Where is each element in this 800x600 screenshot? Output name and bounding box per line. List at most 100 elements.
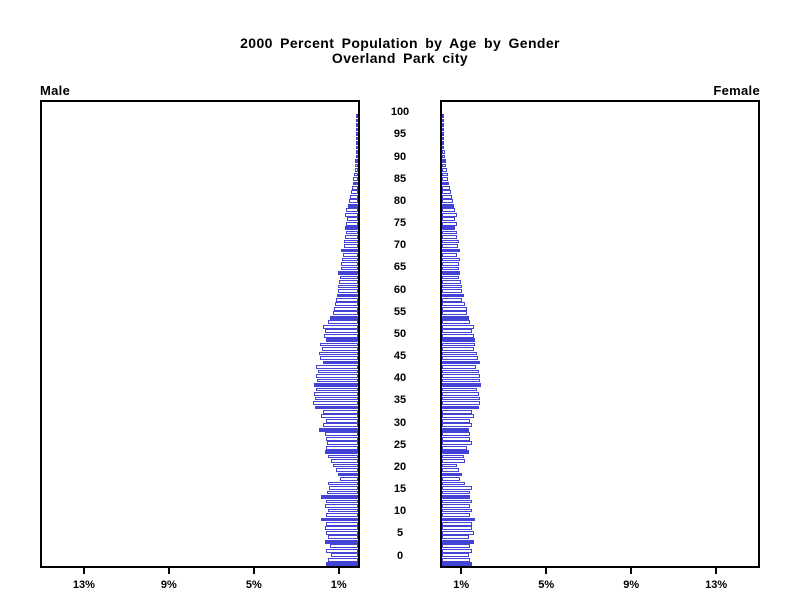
bar-male-age-75 [344,226,358,230]
bar-male-age-25 [324,450,358,454]
bar-female-age-92 [442,150,445,154]
bar-female-age-31 [442,423,473,428]
bar-female-age-65 [442,271,461,275]
bar-male-age-46 [319,356,358,360]
age-label-90: 90 [393,150,407,163]
bar-female-age-2 [442,553,469,558]
male-pyramid-panel [40,100,360,568]
age-label-100: 100 [390,106,410,119]
bar-male-age-49 [319,342,358,347]
bar-female-age-94 [442,141,444,145]
bar-female-age-41 [442,378,480,383]
bar-male-age-29 [324,432,358,437]
age-label-75: 75 [393,217,407,230]
bar-female-age-44 [442,365,477,369]
bar-male-age-70 [341,248,358,253]
bar-male-age-45 [322,360,358,365]
age-label-15: 15 [393,483,407,495]
bar-female-age-10 [442,517,476,522]
tick-label-female-13pct: 13% [705,579,728,591]
bar-male-age-74 [345,230,358,235]
bar-female-age-85 [442,181,449,186]
age-label-70: 70 [393,239,407,252]
age-label-80: 80 [393,194,407,207]
bar-female-age-39 [442,387,478,392]
bar-female-age-51 [442,333,474,338]
bar-female-age-9 [442,522,473,526]
age-label-50: 50 [393,327,407,340]
bar-male-age-30 [318,427,358,432]
bar-female-age-19 [442,477,461,481]
bar-female-age-82 [442,194,452,199]
bar-female-age-100 [442,114,444,118]
bar-female-age-32 [442,418,471,423]
bar-female-age-64 [442,275,459,280]
bar-male-age-65 [338,271,358,275]
bar-female-age-83 [442,190,451,195]
bar-female-age-17 [442,486,473,490]
bar-male-age-3 [326,548,358,553]
tick-female-1pct [460,568,463,574]
bar-male-age-73 [345,235,358,239]
bar-male-age-89 [355,163,358,168]
tick-label-female-9pct: 9% [623,579,640,591]
age-label-40: 40 [393,372,407,385]
bar-female-age-43 [442,369,479,374]
bar-male-age-100 [356,114,358,118]
bar-male-age-76 [346,221,358,226]
bar-male-age-81 [349,199,358,204]
tick-female-9pct [630,568,633,574]
tick-label-male-5pct: 5% [245,579,262,591]
bar-female-age-84 [442,186,451,190]
bar-male-age-7 [326,530,358,535]
bar-female-age-86 [442,177,449,181]
bar-female-age-69 [442,253,457,257]
bar-male-age-80 [348,203,358,208]
bar-male-age-93 [356,145,358,150]
bar-male-age-57 [333,306,358,311]
bar-male-age-78 [345,212,358,217]
bar-male-age-79 [345,208,358,213]
bar-male-age-48 [321,347,358,351]
bar-female-age-75 [442,226,456,230]
bar-female-age-0 [442,562,473,566]
bar-female-age-88 [442,168,448,172]
bar-female-age-63 [442,280,462,284]
age-label-0: 0 [396,549,404,562]
chart-title-line2: Overland Park city [331,50,469,66]
bar-male-age-62 [338,284,358,289]
bar-male-age-35 [314,405,358,410]
bar-female-age-50 [442,338,476,342]
bar-female-age-13 [442,504,471,508]
bar-female-age-87 [442,172,448,177]
bar-male-age-2 [331,553,358,558]
female-panel-label: Female [713,83,760,98]
bar-male-age-94 [356,141,358,145]
bar-male-age-27 [327,441,358,446]
age-label-95: 95 [393,128,407,141]
tick-female-5pct [545,568,548,574]
bar-female-age-12 [442,508,473,513]
bar-male-age-22 [332,463,358,468]
bar-male-age-58 [334,302,358,307]
bar-female-age-79 [442,208,456,213]
bar-female-age-28 [442,436,471,441]
bar-male-age-98 [356,123,358,127]
bar-male-age-10 [321,517,358,522]
age-label-45: 45 [393,350,407,362]
bar-male-age-99 [356,118,358,123]
bar-male-age-95 [356,136,358,141]
bar-male-age-85 [352,181,358,186]
bar-male-age-21 [335,468,358,472]
bar-female-age-46 [442,356,479,360]
bar-female-age-97 [442,127,444,132]
bar-female-age-54 [442,320,471,325]
bar-female-age-18 [442,481,466,486]
bar-female-age-55 [442,315,469,320]
age-label-30: 30 [393,416,407,429]
bar-female-age-93 [442,145,445,150]
bar-female-age-70 [442,248,460,253]
bar-female-age-52 [442,329,473,334]
bar-female-age-35 [442,405,479,410]
tick-label-male-1pct: 1% [330,579,347,591]
